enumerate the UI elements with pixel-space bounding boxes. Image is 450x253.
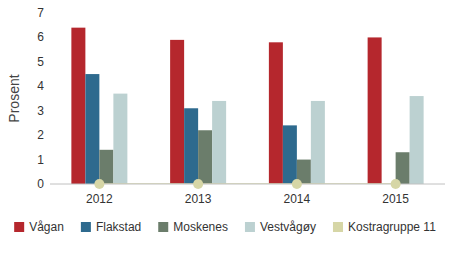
bar: [113, 94, 127, 184]
bar: [212, 101, 226, 184]
x-axis-line: [50, 184, 445, 185]
bar: [396, 152, 410, 184]
legend-swatch: [333, 222, 343, 232]
legend-label: Flakstad: [96, 220, 141, 234]
bar: [410, 96, 424, 184]
y-axis-label: Prosent: [6, 74, 22, 122]
chart: 0 1 2 3 4 5 6 7 Prosent 2012 2013 2014 2015 Vågan Flak…: [0, 0, 450, 253]
legend-swatch: [245, 222, 255, 232]
legend-label: Kostragruppe 11: [348, 220, 436, 234]
legend-label: Vestvågøy: [260, 220, 316, 234]
legend-swatch: [158, 222, 168, 232]
bar: [198, 130, 212, 184]
legend-swatch: [81, 222, 91, 232]
bar: [283, 125, 297, 184]
bar: [311, 101, 325, 184]
x-tick-label: 2014: [284, 192, 311, 206]
y-tick-label: 3: [37, 104, 44, 118]
marker: [94, 179, 104, 189]
legend-swatch: [14, 222, 24, 232]
legend-label: Moskenes: [173, 220, 228, 234]
y-tick-label: 5: [37, 55, 44, 69]
marker: [292, 179, 302, 189]
bar: [170, 40, 184, 184]
x-tick-label: 2013: [185, 192, 212, 206]
y-tick-label: 6: [37, 30, 44, 44]
bar: [368, 37, 382, 184]
x-tick-label: 2012: [86, 192, 113, 206]
y-tick-label: 4: [37, 79, 44, 93]
bar: [71, 28, 85, 184]
bar: [85, 74, 99, 184]
y-tick-label: 7: [37, 6, 44, 20]
plot-area: [71, 28, 423, 184]
bar: [269, 42, 283, 184]
x-tick-label: 2015: [382, 192, 409, 206]
marker: [193, 179, 203, 189]
y-tick-label: 0: [37, 177, 44, 191]
legend-label: Vågan: [29, 220, 64, 234]
y-tick-label: 2: [37, 128, 44, 142]
marker: [391, 179, 401, 189]
bar: [99, 150, 113, 184]
legend: Vågan Flakstad Moskenes Vestvågøy Kostragrup…: [14, 220, 436, 234]
bar: [184, 108, 198, 184]
y-tick-label: 1: [37, 153, 44, 167]
